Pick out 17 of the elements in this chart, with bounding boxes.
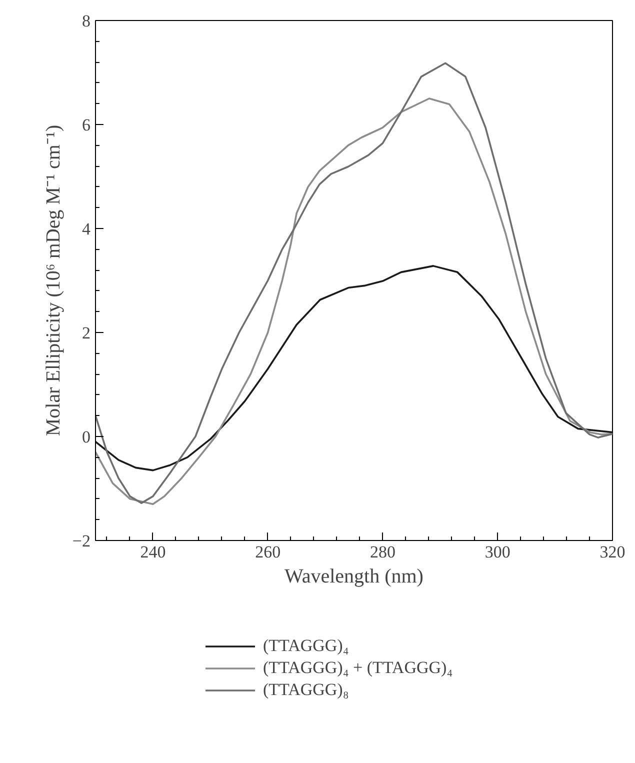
x-tick-label: 280: [370, 542, 396, 562]
line-series: [96, 265, 612, 472]
y-axis-title: Molar Ellipticity (10⁶ mDeg M⁻¹ cm⁻¹): [42, 124, 64, 436]
legend-label: (TTAGGG)₄: [263, 636, 349, 656]
x-tick-label: 240: [140, 542, 166, 562]
y-tick-label: 8: [82, 12, 90, 30]
y-tick-label: 4: [82, 220, 91, 238]
x-axis-title: Wavelength (nm): [284, 566, 424, 588]
x-tick-label: 320: [600, 542, 626, 562]
y-tick-label: 0: [82, 428, 90, 446]
x-tick-label: 260: [255, 542, 281, 562]
legend-label: (TTAGGG)₄ + (TTAGGG)₄: [263, 658, 453, 678]
legend-label: (TTAGGG)₈: [263, 680, 349, 700]
y-tick-label: 6: [82, 116, 90, 134]
y-tick-label: −2: [72, 532, 91, 550]
x-tick-label: 300: [484, 542, 510, 562]
y-tick-label: 2: [82, 324, 90, 342]
